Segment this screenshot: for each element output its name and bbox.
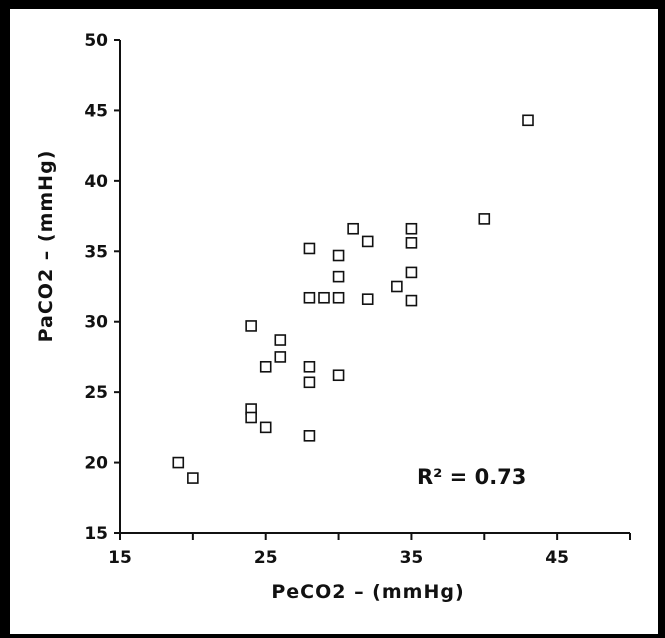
- data-point: [303, 430, 316, 442]
- data-point: [303, 291, 316, 304]
- data-point: [405, 266, 418, 279]
- data-point: [332, 270, 345, 283]
- y-tick-label: 25: [84, 383, 108, 403]
- y-tick-label: 50: [84, 31, 108, 51]
- data-point: [172, 456, 185, 469]
- data-point: [245, 320, 257, 332]
- data-point: [332, 249, 345, 262]
- data-point: [187, 472, 199, 484]
- data-point: [361, 235, 374, 248]
- data-point: [391, 280, 403, 293]
- data-point: [347, 222, 359, 235]
- data-point: [405, 237, 418, 249]
- data-point: [274, 334, 287, 346]
- data-point: [303, 360, 316, 373]
- data-point: [405, 294, 418, 307]
- data-point: [361, 293, 374, 305]
- y-tick-label: 45: [84, 101, 108, 121]
- x-axis-label: PeCO2 – (mmHg): [271, 581, 464, 603]
- data-point: [478, 213, 491, 225]
- y-tick-label: 40: [84, 172, 108, 192]
- r-squared-annotation: R² = 0.73: [417, 465, 526, 489]
- y-tick-label: 15: [84, 524, 108, 544]
- data-point: [274, 351, 287, 363]
- x-tick-label: 45: [545, 548, 569, 568]
- data-point: [259, 360, 272, 373]
- x-tick-label: 35: [400, 548, 424, 568]
- data-point: [405, 222, 418, 235]
- axes: 15 20 25 30 35 40 45 50 15 25 35 45: [84, 31, 631, 568]
- y-axis-label: PaCO2 – (mmHg): [35, 150, 57, 343]
- data-point: [332, 369, 345, 382]
- y-tick-label: 35: [84, 242, 108, 262]
- data-point: [245, 411, 257, 424]
- data-point: [522, 114, 534, 127]
- x-tick-label: 15: [108, 548, 132, 568]
- y-tick-label: 20: [84, 454, 108, 474]
- data-points: [172, 114, 534, 484]
- x-tick-label: 25: [254, 548, 278, 568]
- data-point: [318, 291, 330, 304]
- data-point: [303, 376, 316, 389]
- data-point: [259, 421, 272, 434]
- data-point: [332, 291, 345, 304]
- data-point: [303, 242, 316, 255]
- y-tick-label: 30: [84, 313, 108, 333]
